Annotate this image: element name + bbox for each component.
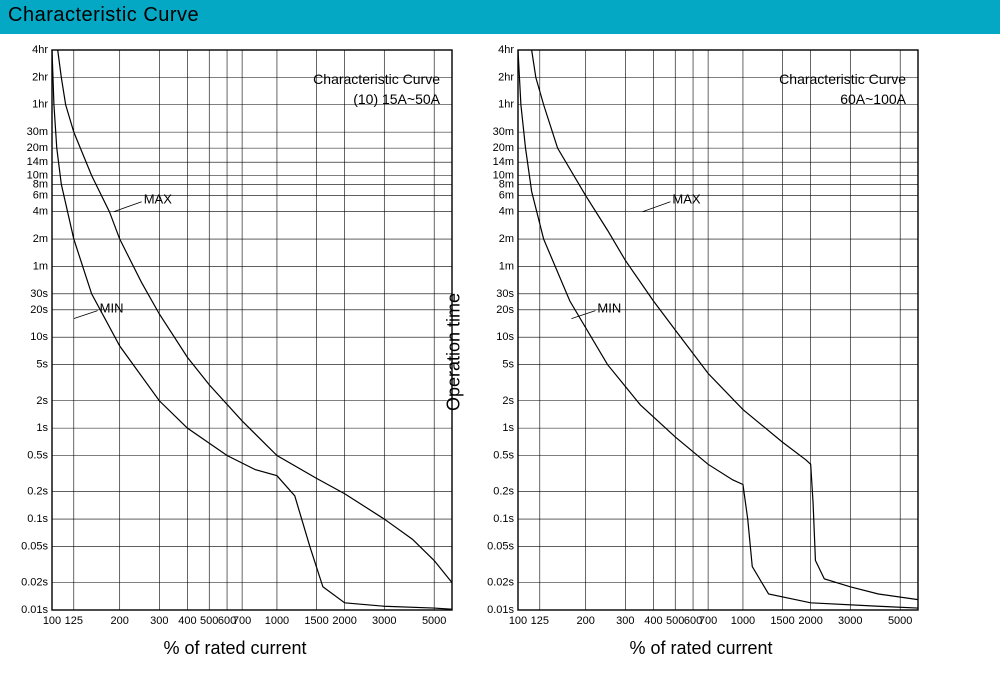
svg-text:10s: 10s	[30, 331, 48, 343]
svg-text:125: 125	[531, 615, 549, 627]
svg-text:0.05s: 0.05s	[21, 540, 48, 552]
svg-text:1s: 1s	[36, 422, 48, 434]
svg-text:1m: 1m	[33, 260, 48, 272]
svg-text:200: 200	[577, 615, 595, 627]
svg-text:2hr: 2hr	[32, 71, 48, 83]
chart-svg-left: 1001252003004005006007001000150020003000…	[12, 44, 458, 632]
svg-text:400: 400	[644, 615, 662, 627]
svg-text:10m: 10m	[493, 170, 514, 182]
svg-text:6m: 6m	[499, 190, 514, 202]
svg-text:2m: 2m	[499, 233, 514, 245]
svg-text:6m: 6m	[33, 190, 48, 202]
svg-text:4hr: 4hr	[498, 44, 514, 56]
svg-text:3000: 3000	[372, 615, 396, 627]
svg-text:0.01s: 0.01s	[21, 604, 48, 616]
y-axis-label-right: Operation time	[444, 292, 465, 410]
svg-text:5s: 5s	[36, 359, 48, 371]
svg-text:0.5s: 0.5s	[493, 450, 514, 462]
svg-text:500: 500	[200, 615, 218, 627]
svg-text:0.05s: 0.05s	[487, 540, 514, 552]
svg-text:700: 700	[233, 615, 251, 627]
svg-text:4m: 4m	[33, 206, 48, 218]
svg-text:30s: 30s	[30, 288, 48, 300]
svg-text:1500: 1500	[770, 615, 794, 627]
svg-text:2m: 2m	[33, 233, 48, 245]
chart-right: Operation time 1001252003004005006007001…	[478, 44, 924, 659]
svg-text:200: 200	[111, 615, 129, 627]
svg-text:1000: 1000	[265, 615, 289, 627]
svg-text:(10) 15A~50A: (10) 15A~50A	[353, 91, 440, 107]
svg-text:300: 300	[150, 615, 168, 627]
svg-text:0.01s: 0.01s	[487, 604, 514, 616]
svg-text:3000: 3000	[838, 615, 862, 627]
svg-text:300: 300	[616, 615, 634, 627]
svg-text:0.2s: 0.2s	[27, 486, 48, 498]
svg-text:2000: 2000	[798, 615, 822, 627]
x-axis-label-left: % of rated current	[12, 638, 458, 659]
chart-svg-right: 1001252003004005006007001000150020003000…	[478, 44, 924, 632]
banner-title: Characteristic Curve	[0, 0, 1000, 34]
svg-text:125: 125	[65, 615, 83, 627]
svg-text:2s: 2s	[502, 395, 514, 407]
svg-text:0.02s: 0.02s	[21, 577, 48, 589]
svg-text:100: 100	[509, 615, 527, 627]
svg-text:1s: 1s	[502, 422, 514, 434]
svg-text:14m: 14m	[27, 156, 48, 168]
svg-text:0.2s: 0.2s	[493, 486, 514, 498]
svg-text:MIN: MIN	[100, 301, 124, 316]
svg-text:4m: 4m	[499, 206, 514, 218]
svg-text:30m: 30m	[493, 126, 514, 138]
svg-text:MAX: MAX	[672, 192, 701, 207]
svg-text:4hr: 4hr	[32, 44, 48, 56]
svg-text:10m: 10m	[27, 170, 48, 182]
svg-text:0.02s: 0.02s	[487, 577, 514, 589]
svg-text:5000: 5000	[888, 615, 912, 627]
svg-text:5000: 5000	[422, 615, 446, 627]
svg-text:30s: 30s	[496, 288, 514, 300]
svg-text:60A~100A: 60A~100A	[840, 91, 906, 107]
svg-text:MIN: MIN	[597, 301, 621, 316]
svg-text:400: 400	[178, 615, 196, 627]
svg-text:0.5s: 0.5s	[27, 450, 48, 462]
svg-text:Characteristic Curve: Characteristic Curve	[313, 71, 440, 87]
svg-text:20s: 20s	[496, 304, 514, 316]
x-axis-label-right: % of rated current	[478, 638, 924, 659]
svg-text:2hr: 2hr	[498, 71, 514, 83]
svg-text:2000: 2000	[332, 615, 356, 627]
svg-text:5s: 5s	[502, 359, 514, 371]
svg-text:100: 100	[43, 615, 61, 627]
svg-text:700: 700	[699, 615, 717, 627]
charts-row: Operation time 1001252003004005006007001…	[0, 34, 1000, 659]
svg-text:2s: 2s	[36, 395, 48, 407]
svg-text:0.1s: 0.1s	[27, 513, 48, 525]
svg-text:500: 500	[666, 615, 684, 627]
svg-text:0.1s: 0.1s	[493, 513, 514, 525]
svg-text:1000: 1000	[731, 615, 755, 627]
svg-text:10s: 10s	[496, 331, 514, 343]
svg-text:1500: 1500	[304, 615, 328, 627]
svg-text:20m: 20m	[493, 142, 514, 154]
svg-text:1hr: 1hr	[32, 99, 48, 111]
chart-left: Operation time 1001252003004005006007001…	[12, 44, 458, 659]
svg-text:14m: 14m	[493, 156, 514, 168]
svg-text:1m: 1m	[499, 260, 514, 272]
svg-text:Characteristic Curve: Characteristic Curve	[779, 71, 906, 87]
svg-text:20s: 20s	[30, 304, 48, 316]
svg-text:20m: 20m	[27, 142, 48, 154]
svg-text:30m: 30m	[27, 126, 48, 138]
svg-text:1hr: 1hr	[498, 99, 514, 111]
svg-text:MAX: MAX	[144, 192, 173, 207]
